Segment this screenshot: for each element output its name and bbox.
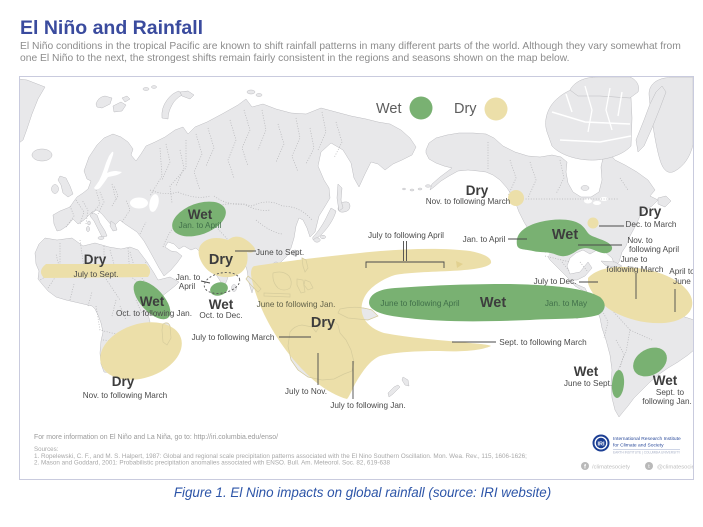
svg-text:Wet: Wet [188, 207, 213, 222]
svg-text:following April: following April [629, 245, 679, 254]
svg-text:Dry: Dry [454, 101, 477, 117]
svg-text:Dry: Dry [466, 183, 489, 198]
svg-text:June to: June to [621, 255, 648, 264]
svg-text:EARTH INSTITUTE | COLUMBIA UNI: EARTH INSTITUTE | COLUMBIA UNIVERSITY [613, 451, 681, 455]
svg-text:Wet: Wet [552, 227, 578, 243]
svg-text:June to following Jan.: June to following Jan. [257, 300, 336, 309]
svg-text:June to following April: June to following April [380, 299, 459, 308]
svg-text:Nov. to following March: Nov. to following March [83, 391, 168, 400]
svg-text:Wet: Wet [653, 373, 678, 388]
svg-text:t: t [648, 464, 650, 470]
svg-text:For more information on El Niñ: For more information on El Niño and La N… [34, 434, 278, 441]
svg-text:International Research Institu: International Research Institute [613, 436, 681, 442]
svg-text:Jan. to April: Jan. to April [179, 221, 222, 230]
svg-text:Sept. to following March: Sept. to following March [499, 338, 587, 347]
svg-text:2. Mason and Goddard, 2001: Pr: 2. Mason and Goddard, 2001: Probabilisti… [34, 460, 390, 467]
svg-text:Oct. to Dec.: Oct. to Dec. [199, 311, 242, 320]
svg-text:Dry: Dry [112, 374, 135, 389]
svg-text:following Jan.: following Jan. [642, 397, 692, 406]
svg-text:Oct. to following Jan.: Oct. to following Jan. [116, 309, 192, 318]
svg-text:July to following April: July to following April [368, 231, 444, 240]
svg-text:following March: following March [607, 265, 664, 274]
svg-text:Jan. to April: Jan. to April [463, 235, 506, 244]
svg-text:Dry: Dry [209, 252, 233, 268]
svg-text:July to following Jan.: July to following Jan. [330, 401, 406, 410]
svg-text:Sources:: Sources: [34, 446, 59, 453]
svg-text:Wet: Wet [480, 295, 506, 311]
svg-text:Nov. to following March: Nov. to following March [426, 197, 511, 206]
svg-text:Dry: Dry [639, 204, 662, 219]
svg-text:/climatesociety: /climatesociety [592, 465, 630, 471]
svg-text:Jan. to May: Jan. to May [545, 299, 588, 308]
svg-text:July to Dec.: July to Dec. [534, 277, 577, 286]
svg-text:July to Sept.: July to Sept. [73, 270, 118, 279]
svg-text:Nov. to: Nov. to [627, 236, 653, 245]
svg-text:Sept. to: Sept. to [656, 388, 685, 397]
svg-text:June to Sept.: June to Sept. [564, 379, 612, 388]
svg-text:April to: April to [669, 267, 693, 276]
svg-text:Dry: Dry [311, 315, 335, 331]
svg-text:July to Nov.: July to Nov. [285, 387, 327, 396]
svg-text:Dec. to March: Dec. to March [626, 220, 677, 229]
svg-text:Jan. to: Jan. to [176, 273, 201, 282]
svg-text:Wet: Wet [140, 294, 165, 309]
svg-text:Wet: Wet [376, 101, 402, 117]
svg-text:June: June [673, 277, 691, 286]
svg-text:April: April [179, 282, 196, 291]
svg-text:1. Ropelewski, C. F., and M. S: 1. Ropelewski, C. F., and M. S. Halpert,… [34, 453, 527, 460]
svg-text:July to following March: July to following March [192, 333, 275, 342]
svg-text:Wet: Wet [209, 297, 234, 312]
svg-text:Dry: Dry [84, 252, 107, 267]
svg-text:June to Sept.: June to Sept. [256, 248, 304, 257]
svg-text:IRI: IRI [597, 442, 605, 448]
svg-text:Wet: Wet [574, 364, 599, 379]
svg-text:for Climate and Society: for Climate and Society [613, 443, 664, 449]
svg-text:@climatesociety: @climatesociety [657, 465, 693, 471]
svg-text:f: f [584, 465, 587, 471]
